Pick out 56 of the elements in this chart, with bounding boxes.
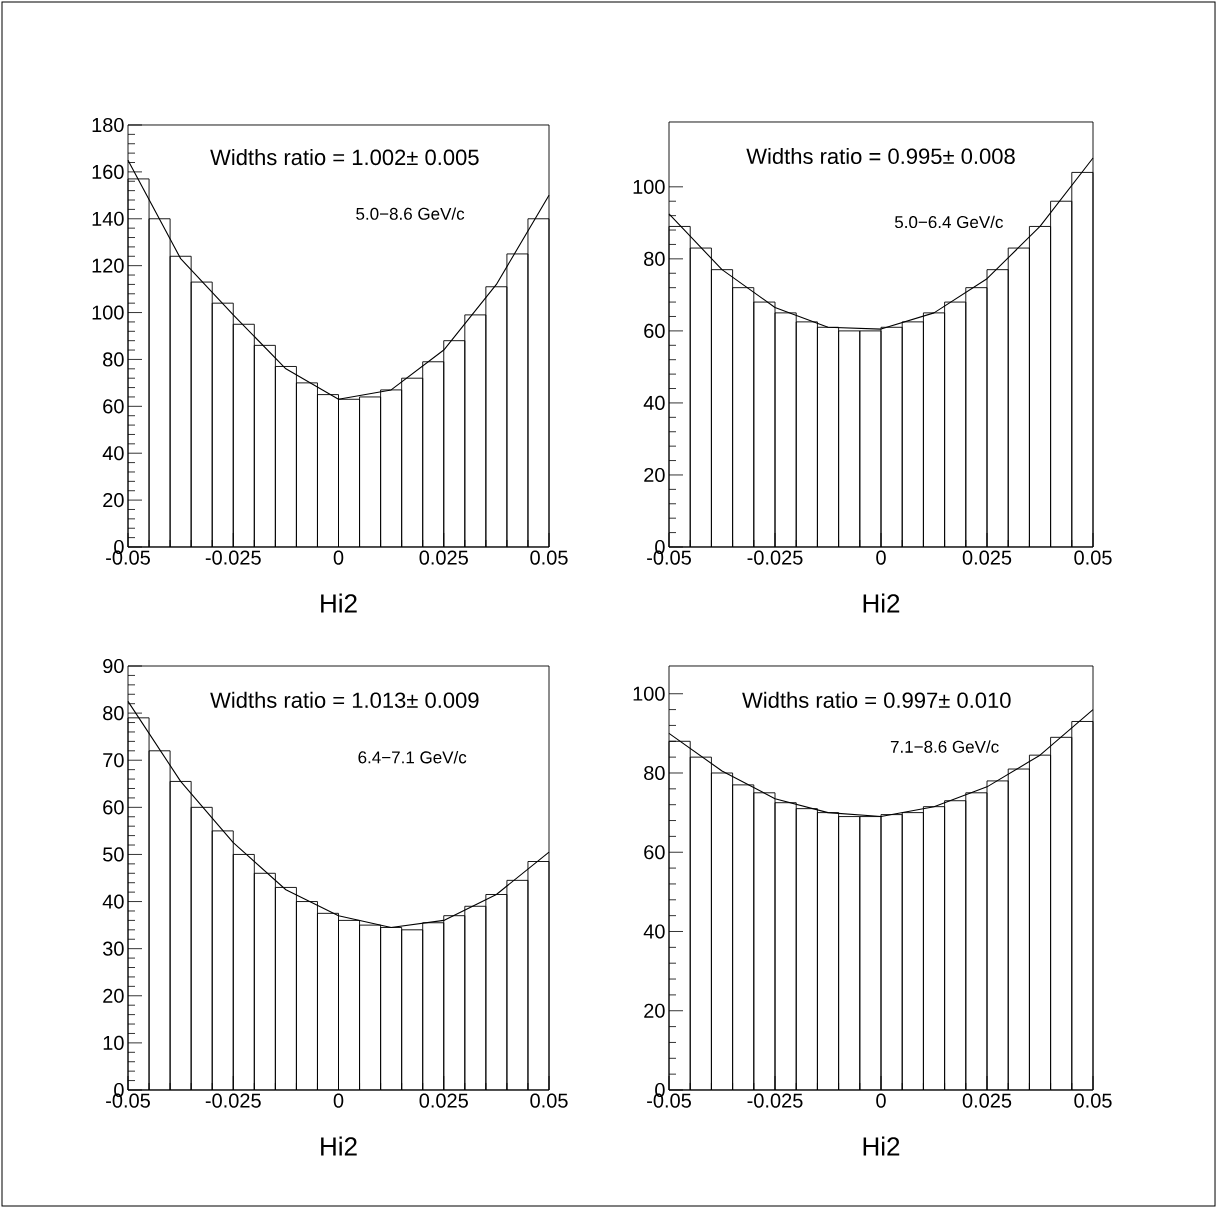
x-tick-label: 0.05 <box>1074 1093 1112 1108</box>
y-tick-label: 80 <box>644 765 665 781</box>
y-tick-label: 40 <box>643 395 665 410</box>
y-tick-label: 100 <box>633 686 665 701</box>
y-tick-label: 60 <box>103 800 124 815</box>
y-tick-label: 60 <box>103 399 124 414</box>
annotation: 5.0−6.4 GeV/c <box>894 215 1003 229</box>
y-tick-label: 40 <box>102 446 124 461</box>
annotation: 6.4−7.1 GeV/c <box>358 750 467 764</box>
x-tick-label: 0.05 <box>530 1093 568 1108</box>
x-axis-title: Hi2 <box>863 593 900 613</box>
x-tick-label: 0 <box>333 1093 344 1108</box>
x-tick-label: 0.025 <box>962 1093 1012 1108</box>
x-tick-label: 0.05 <box>1074 550 1112 565</box>
y-tick-label: 70 <box>103 753 124 768</box>
y-tick-label: 160 <box>92 164 124 179</box>
annotation: 7.1−8.6 GeV/c <box>890 740 999 753</box>
annotation: Widths ratio = 0.995± 0.008 <box>746 147 1015 165</box>
x-tick-label: 0.05 <box>530 550 568 565</box>
y-tick-label: 50 <box>103 847 124 862</box>
x-axis-title: Hi2 <box>321 1136 357 1156</box>
y-tick-label: 20 <box>103 988 124 1003</box>
y-tick-label: 20 <box>644 1003 665 1018</box>
x-tick-label: -0.025 <box>205 1093 261 1108</box>
y-tick-label: 10 <box>103 1035 124 1050</box>
y-tick-label: 30 <box>102 941 124 956</box>
y-tick-label: 80 <box>103 352 124 367</box>
y-tick-label: 40 <box>102 894 124 909</box>
annotation: Widths ratio = 1.002± 0.005 <box>210 148 479 166</box>
y-tick-label: 40 <box>643 924 665 939</box>
x-tick-label: -0.025 <box>747 1093 803 1108</box>
annotation: Widths ratio = 1.013± 0.009 <box>210 691 479 709</box>
x-tick-label: 0.025 <box>419 550 468 565</box>
x-tick-label: 0 <box>876 550 886 565</box>
x-tick-label: -0.025 <box>747 550 803 565</box>
y-tick-label: 90 <box>103 658 124 674</box>
x-tick-label: 0 <box>876 1093 886 1108</box>
y-tick-label: 140 <box>92 211 124 226</box>
annotation: Widths ratio = 0.997± 0.010 <box>742 691 1011 708</box>
y-tick-label: 80 <box>644 251 665 266</box>
y-tick-label: 20 <box>103 493 124 508</box>
y-tick-label: 60 <box>644 323 665 338</box>
y-tick-label: 120 <box>92 258 124 273</box>
x-axis-title: Hi2 <box>863 1136 900 1156</box>
annotation: 5.0−8.6 GeV/c <box>356 207 465 220</box>
x-tick-label: 0 <box>333 550 344 565</box>
y-tick-label: 180 <box>92 117 124 133</box>
y-tick-label: 80 <box>103 706 124 721</box>
x-tick-label: 0.025 <box>419 1093 468 1108</box>
y-tick-label: 100 <box>92 305 124 320</box>
y-tick-label: 100 <box>633 179 665 194</box>
x-tick-label: 0.025 <box>962 550 1012 565</box>
x-tick-label: -0.025 <box>205 550 261 565</box>
y-tick-label: 60 <box>644 845 665 860</box>
x-axis-title: Hi2 <box>321 593 357 613</box>
y-tick-label: 20 <box>644 467 665 483</box>
